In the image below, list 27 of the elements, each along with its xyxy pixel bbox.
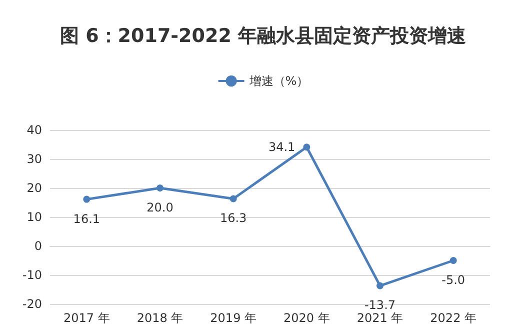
point [230,195,237,202]
y-tick-label: 30 [26,152,42,166]
x-tick-label: 2021 年 [356,311,404,325]
y-tick-label: 20 [26,181,42,195]
y-tick-label: -20 [22,297,42,311]
data-label: -13.7 [364,298,396,312]
data-label: 16.1 [73,212,100,226]
data-label: 34.1 [268,140,296,154]
point [303,144,310,151]
point [376,282,384,290]
chart-title: 图 6：2017-2022 年融水县固定资产投资增速 [60,25,466,47]
data-label: -5.0 [442,273,466,287]
data-label: 20.0 [146,200,174,214]
y-tick-label: -10 [22,268,42,282]
point [156,184,164,192]
x-tick-label: 2020 年 [283,311,330,325]
legend-label: 增速（%） [248,74,309,88]
y-tick-label: 10 [26,210,42,224]
x-tick-label: 2019 年 [210,311,257,325]
x-tick-label: 2022 年 [430,311,477,325]
x-tick-label: 2018 年 [136,311,184,325]
y-tick-label: 40 [26,123,42,137]
y-tick-label: 0 [34,239,42,253]
x-tick-label: 2017 年 [63,311,110,325]
point [450,257,457,264]
data-label: 16.3 [220,211,247,226]
point [83,196,90,203]
